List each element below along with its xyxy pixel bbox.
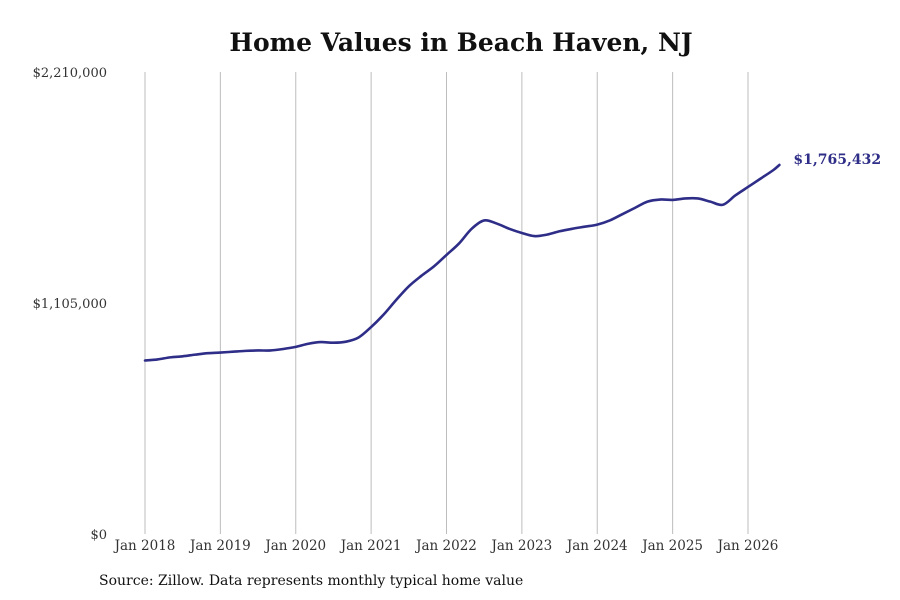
x-tick-label: Jan 2024	[565, 538, 628, 554]
x-tick-label: Jan 2022	[414, 538, 477, 554]
x-tick-label: Jan 2025	[640, 538, 703, 554]
y-tick-label: $2,210,000	[33, 66, 107, 81]
series-line	[143, 163, 781, 362]
source-note: Source: Zillow. Data represents monthly …	[99, 573, 524, 589]
x-tick-label: Jan 2020	[263, 538, 326, 554]
x-tick-label: Jan 2019	[188, 538, 251, 554]
x-tick-label: Jan 2026	[716, 538, 779, 554]
x-tick-label: Jan 2021	[339, 538, 402, 554]
y-tick-label: $1,105,000	[33, 297, 107, 312]
x-tick-label: Jan 2018	[113, 538, 176, 554]
y-tick-label: $0	[90, 528, 107, 543]
end-value-label: $1,765,432	[793, 152, 881, 168]
chart-title: Home Values in Beach Haven, NJ	[229, 28, 693, 57]
x-tick-label: Jan 2023	[489, 538, 552, 554]
